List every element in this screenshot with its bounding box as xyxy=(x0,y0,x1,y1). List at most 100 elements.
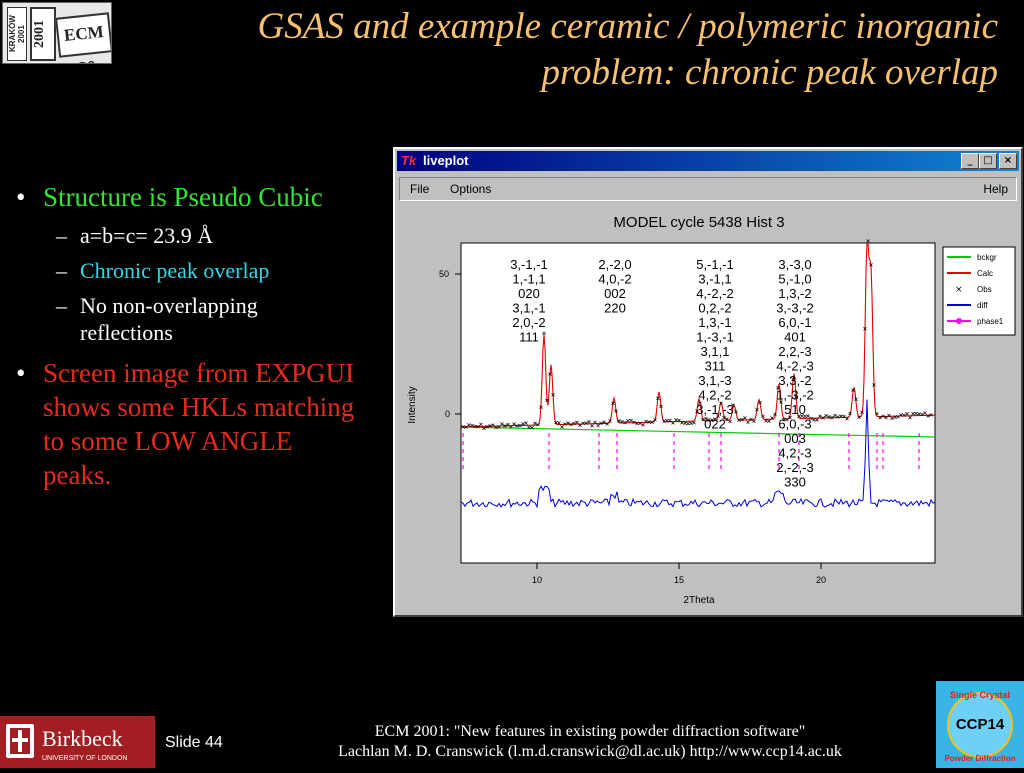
obs-point xyxy=(692,420,696,425)
obs-point xyxy=(749,417,753,422)
menu-options[interactable]: Options xyxy=(450,182,492,196)
obs-point xyxy=(773,412,777,417)
close-button[interactable]: × xyxy=(999,153,1017,169)
obs-point xyxy=(596,423,600,428)
obs-point xyxy=(686,421,690,426)
obs-point xyxy=(827,414,831,419)
obs-point xyxy=(893,415,897,419)
ccp14-name: CCP14 xyxy=(956,716,1005,733)
hkl-label: 4,0,-2 xyxy=(598,272,631,287)
obs-point xyxy=(725,417,729,421)
obs-point xyxy=(518,423,522,428)
obs-point xyxy=(665,418,669,423)
obs-point xyxy=(914,411,918,416)
obs-point xyxy=(917,412,921,416)
footer-credits: ECM 2001: "New features in existing powd… xyxy=(240,722,940,762)
obs-point xyxy=(479,422,483,427)
menu-file[interactable]: File xyxy=(410,182,430,196)
obs-point xyxy=(494,425,498,430)
obs-point xyxy=(677,418,681,423)
xtick-label-15: 15 xyxy=(674,575,684,585)
hkl-label: 6,0,-1 xyxy=(778,315,811,330)
bullet-structure: Structure is Pseudo Cubic xyxy=(16,180,356,214)
obs-point xyxy=(761,414,765,418)
hkl-label: 4,2,-3 xyxy=(778,446,811,461)
hkl-label: 6,0,-3 xyxy=(778,417,811,432)
hkl-label: 003 xyxy=(784,431,806,446)
obs-point xyxy=(659,404,663,409)
obs-point xyxy=(683,421,687,425)
obs-point xyxy=(803,414,807,419)
obs-point xyxy=(641,422,645,427)
obs-point xyxy=(488,424,492,428)
hkl-label: 3,1,1 xyxy=(701,344,730,359)
liveplot-chart[interactable]: MODEL cycle 5438 Hist 3 50 0 Intensity 1… xyxy=(399,205,1019,615)
obs-point xyxy=(800,414,804,418)
obs-point xyxy=(728,419,732,424)
obs-point xyxy=(587,419,591,424)
obs-point xyxy=(908,415,912,420)
bullet-screen-image: Screen image from EXPGUI shows some HKLs… xyxy=(16,356,356,492)
obs-point xyxy=(845,417,849,421)
diff-curve xyxy=(460,399,936,509)
obs-point xyxy=(503,424,507,428)
obs-point xyxy=(929,413,933,417)
y-axis-label: Intensity xyxy=(407,386,418,423)
obs-point xyxy=(920,412,924,417)
obs-point xyxy=(863,327,867,331)
bullet-list: Structure is Pseudo Cubic –a=b=c= 23.9 Å… xyxy=(16,180,356,492)
legend-label: phase1 xyxy=(977,317,1004,326)
obs-point xyxy=(536,422,540,427)
obs-point xyxy=(821,416,825,420)
obs-point xyxy=(860,410,864,415)
obs-point xyxy=(662,419,666,423)
plot-area: MODEL cycle 5438 Hist 3 50 0 Intensity 1… xyxy=(399,205,1019,615)
sub-bullet-nonoverlap: – No non-overlapping reflections xyxy=(56,293,258,345)
obs-point xyxy=(881,414,885,418)
obs-point xyxy=(707,418,711,422)
obs-point xyxy=(806,414,810,418)
obs-point xyxy=(713,417,717,421)
obs-point xyxy=(545,398,549,402)
hkl-label: 4,2,-2 xyxy=(698,388,731,403)
obs-point xyxy=(608,419,612,423)
hkl-label: 1,3,-1 xyxy=(698,315,731,330)
obs-point xyxy=(842,414,846,419)
hkl-label: 1,3,-2 xyxy=(778,286,811,301)
obs-point xyxy=(854,397,858,401)
obs-point xyxy=(563,422,567,426)
legend-label: diff xyxy=(977,301,988,310)
legend-phase-marker xyxy=(956,318,962,324)
hkl-label: 3,-3,0 xyxy=(778,257,811,272)
ytick-label-50: 50 xyxy=(439,269,449,279)
obs-point xyxy=(602,420,606,424)
hkl-label: 2,-2,0 xyxy=(598,257,631,272)
obs-point xyxy=(572,421,576,426)
obs-point xyxy=(527,425,531,430)
plot-legend: bckgr Calc × Obs diff phase1 xyxy=(942,246,1016,336)
hkl-label: 5,-1,-1 xyxy=(696,257,734,272)
obs-point xyxy=(710,418,714,422)
hkl-label: 1,-1,1 xyxy=(512,272,545,287)
obs-point xyxy=(539,405,543,409)
window-titlebar[interactable]: Tk liveplot _ □ × xyxy=(397,151,1019,171)
hkl-label: 020 xyxy=(518,286,540,301)
obs-point xyxy=(473,424,477,429)
obs-point xyxy=(668,418,672,423)
footer-line-2: Lachlan M. D. Cranswick (l.m.d.cranswick… xyxy=(338,743,842,760)
obs-point xyxy=(755,408,759,412)
maximize-button[interactable]: □ xyxy=(979,153,997,169)
obs-point xyxy=(752,419,756,423)
obs-point xyxy=(872,383,876,387)
hkl-label: 4,-2,-2 xyxy=(696,286,734,301)
hkl-label: 002 xyxy=(604,286,626,301)
hkl-label: 4,-2,-3 xyxy=(776,359,814,374)
background-curve xyxy=(460,426,936,438)
ccp14-logo: Single Crystal CCP14 Powder Diffraction xyxy=(936,681,1024,768)
hkl-label: 401 xyxy=(784,330,806,345)
obs-point xyxy=(878,416,882,420)
obs-point xyxy=(833,413,837,418)
minimize-button[interactable]: _ xyxy=(961,153,979,169)
obs-point xyxy=(530,425,534,430)
menu-help[interactable]: Help xyxy=(983,182,1008,196)
